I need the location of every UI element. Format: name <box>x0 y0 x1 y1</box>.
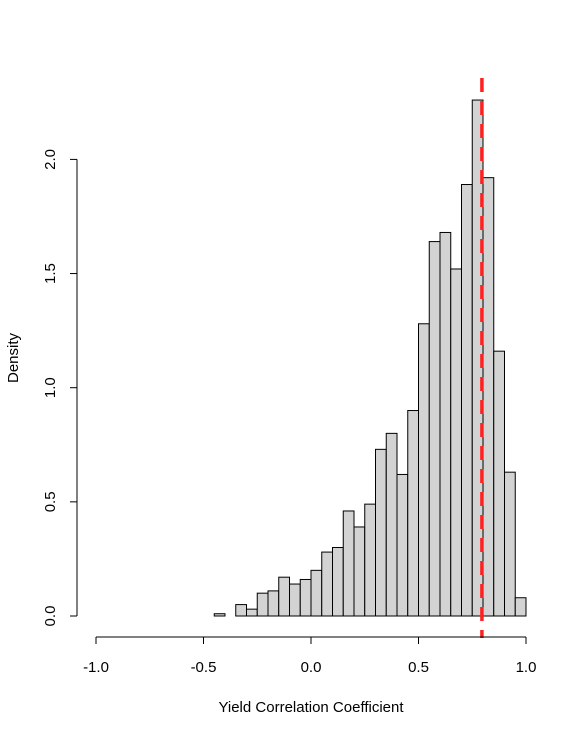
histogram-bar <box>450 268 462 617</box>
histogram-bar <box>396 473 409 617</box>
histogram-bar <box>267 590 280 617</box>
histogram-bar <box>353 526 366 617</box>
histogram-bar <box>407 410 419 617</box>
x-axis: -1.0 -0.5 0.0 0.5 1.0 <box>83 636 537 676</box>
histogram-bar <box>482 177 495 617</box>
histogram-bar <box>299 578 312 617</box>
histogram-bar <box>246 608 258 617</box>
y-tick-label: 2.0 <box>42 149 59 170</box>
histogram-bar <box>504 471 516 617</box>
histogram-bar <box>342 510 355 617</box>
x-tick-label: -0.5 <box>191 659 217 676</box>
histogram-bar <box>278 576 290 617</box>
histogram-bar <box>385 432 398 617</box>
x-tick-label: 0.5 <box>408 659 429 676</box>
y-tick-label: 0.0 <box>42 606 59 627</box>
x-tick-label: 0.0 <box>301 659 322 676</box>
y-tick-label: 0.5 <box>42 491 59 512</box>
histogram-bar <box>213 613 226 617</box>
histogram-bars <box>213 99 527 617</box>
histogram-bar <box>461 184 473 617</box>
histogram-bar <box>364 503 376 617</box>
histogram-bar <box>310 569 323 617</box>
histogram-bar <box>321 551 333 617</box>
x-tick-label: -1.0 <box>83 659 109 676</box>
histogram-bar <box>375 448 387 617</box>
histogram-bar <box>235 604 247 617</box>
histogram-bar <box>439 231 452 617</box>
y-axis-title: Density <box>5 332 22 383</box>
histogram-bar <box>332 547 344 617</box>
y-axis: 0.0 0.5 1.0 1.5 2.0 <box>42 149 78 627</box>
y-tick-label: 1.5 <box>42 263 59 284</box>
x-axis-title: Yield Correlation Coefficient <box>218 699 404 716</box>
histogram-bar <box>493 350 505 617</box>
histogram-bar <box>289 583 301 617</box>
x-tick-label: 1.0 <box>516 659 537 676</box>
histogram-bar <box>514 597 527 617</box>
y-tick-label: 1.0 <box>42 377 59 398</box>
histogram-bar <box>418 323 430 617</box>
histogram-bar <box>256 592 269 617</box>
histogram-bar <box>428 241 441 617</box>
